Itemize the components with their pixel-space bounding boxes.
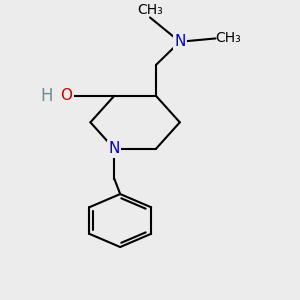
Text: CH₃: CH₃ — [216, 32, 241, 45]
Text: N: N — [109, 141, 120, 156]
Text: CH₃: CH₃ — [137, 4, 163, 17]
Text: O: O — [61, 88, 73, 103]
Text: H: H — [41, 87, 53, 105]
Text: N: N — [174, 34, 185, 49]
